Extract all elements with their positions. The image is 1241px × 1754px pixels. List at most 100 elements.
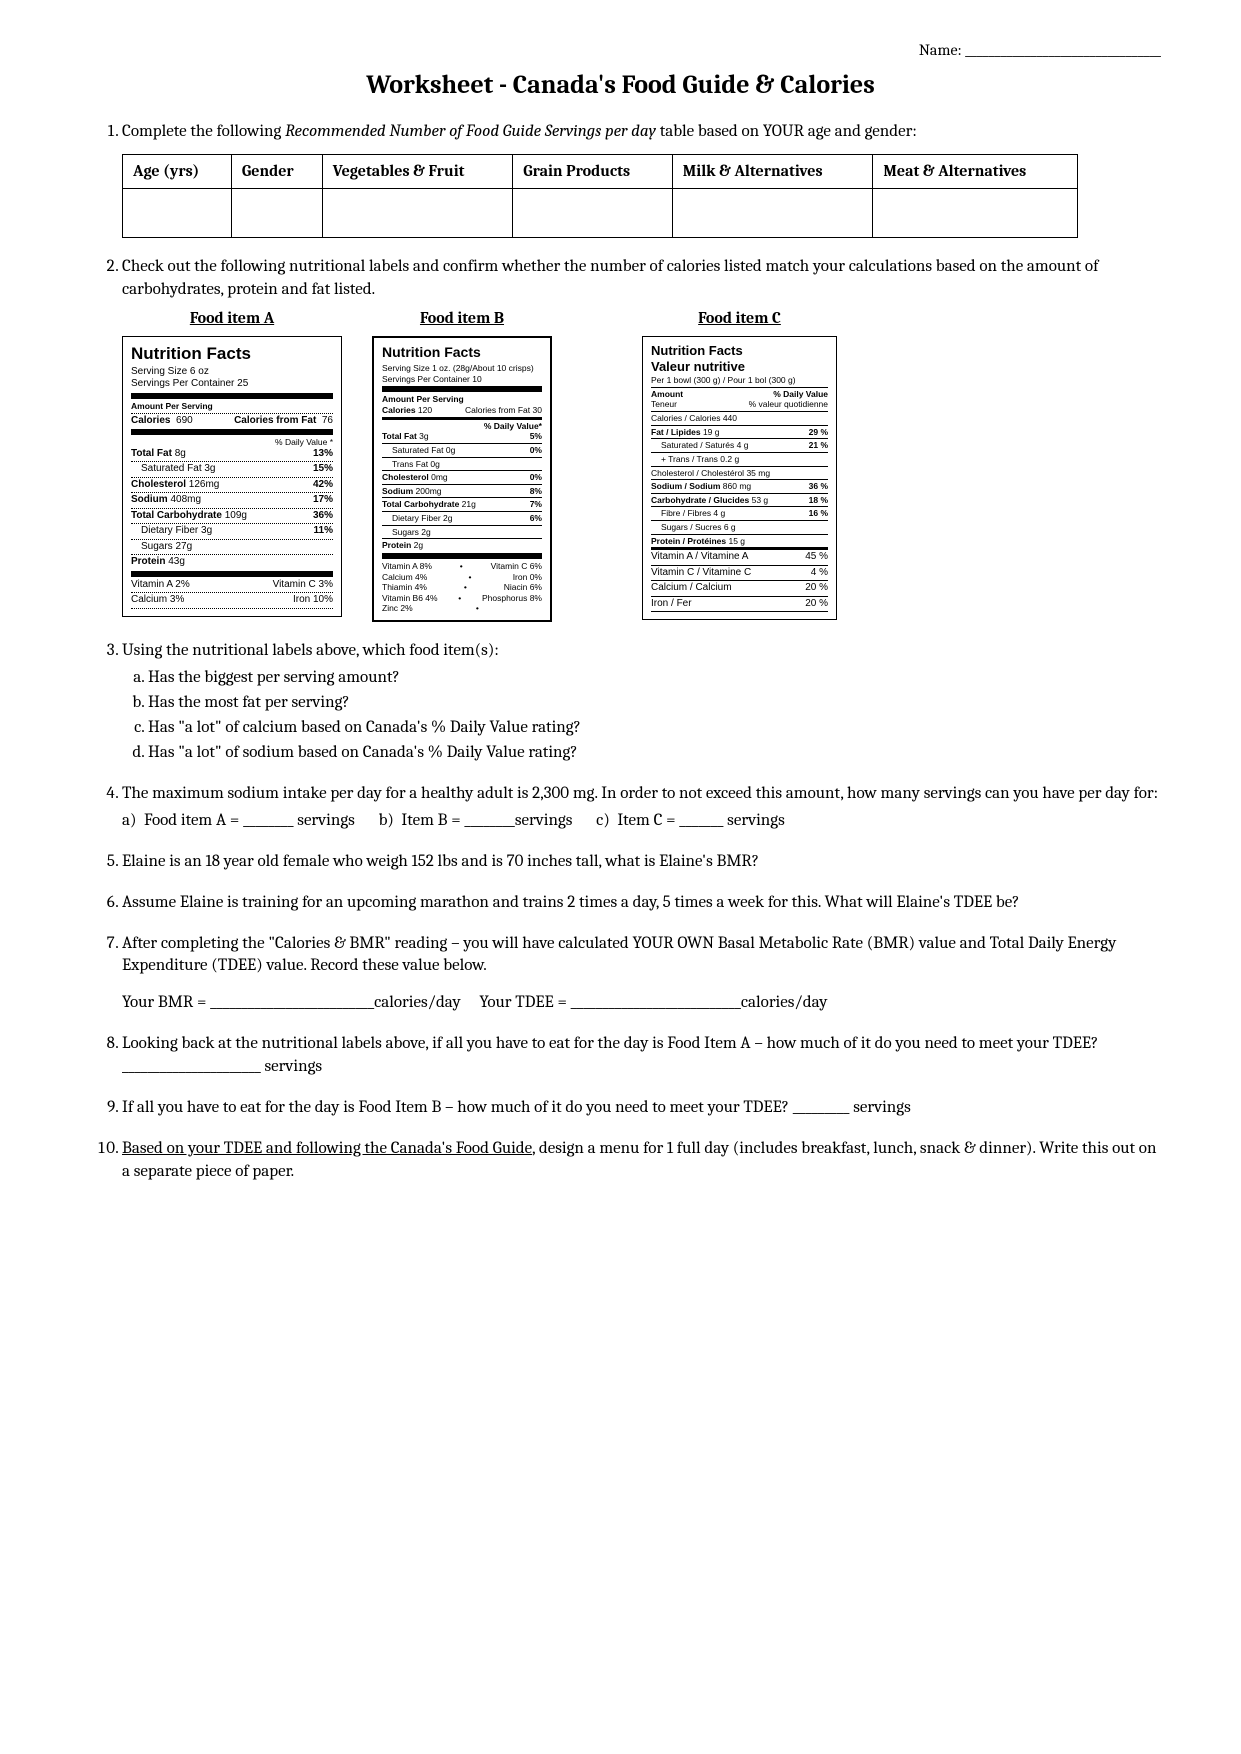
nutrient-row: Trans Fat 0g bbox=[382, 459, 542, 470]
nutrient-row: Dietary Fiber 2g6% bbox=[382, 513, 542, 524]
question-9: If all you have to eat for the day is Fo… bbox=[122, 1097, 1161, 1120]
nf-container: Servings Per Container 10 bbox=[382, 374, 542, 385]
worksheet-title: Worksheet - Canada's Food Guide & Calori… bbox=[80, 68, 1161, 103]
nf-teneur-l: Teneur bbox=[651, 399, 677, 410]
nutrient-row: Carbohydrate / Glucides 53 g18 % bbox=[651, 495, 828, 506]
th-meat: Meat & Alternatives bbox=[873, 154, 1078, 189]
vitamin-row: Vitamin A 2%Vitamin C 3% bbox=[131, 579, 333, 592]
nf-amount-l: Amount bbox=[651, 389, 683, 400]
nutrient-row: Sodium / Sodium 860 mg36 % bbox=[651, 481, 828, 492]
question-6: Assume Elaine is training for an upcomin… bbox=[122, 892, 1161, 915]
nf-dv-header: % Daily Value* bbox=[484, 421, 542, 432]
q4-text: The maximum sodium intake per day for a … bbox=[122, 784, 1158, 803]
nf-teneur-r: % valeur quotidienne bbox=[749, 399, 828, 410]
nf-cal-v: 690 bbox=[176, 415, 193, 426]
nutrient-row: Cholesterol 0mg0% bbox=[382, 472, 542, 483]
q3b: Has the most fat per serving? bbox=[148, 692, 1161, 715]
nutrient-row: Total Fat 8g13% bbox=[131, 448, 333, 461]
nutrient-row: Cholesterol 126mg42% bbox=[131, 479, 333, 492]
nutrition-label-b: Nutrition Facts Serving Size 1 oz. (28g/… bbox=[372, 336, 552, 622]
nutrient-row: Protein 43g bbox=[131, 556, 333, 569]
vitamin-row: Vitamin B6 4%•Phosphorus 8% bbox=[382, 593, 542, 604]
nf-serving: Per 1 bowl (300 g) / Pour 1 bol (300 g) bbox=[651, 375, 828, 386]
nutrient-row: Saturated / Saturés 4 g21 % bbox=[651, 440, 828, 451]
q1-text-a: Complete the following bbox=[122, 122, 285, 141]
q3c: Has "a lot" of calcium based on Canada's… bbox=[148, 717, 1161, 740]
nf-amount-r: % Daily Value bbox=[773, 389, 828, 400]
vitamin-row: Vitamin A / Vitamine A45 % bbox=[651, 551, 828, 564]
vitamin-row: Calcium 3%Iron 10% bbox=[131, 594, 333, 607]
nutrient-row: Protein / Protéines 15 g bbox=[651, 536, 828, 547]
th-milk: Milk & Alternatives bbox=[672, 154, 873, 189]
th-grain: Grain Products bbox=[513, 154, 673, 189]
vitamin-row: Thiamin 4%•Niacin 6% bbox=[382, 582, 542, 593]
q7-bmr: Your BMR = __________________________cal… bbox=[122, 993, 461, 1012]
vitamin-row: Iron / Fer20 % bbox=[651, 598, 828, 611]
th-veg: Vegetables & Fruit bbox=[322, 154, 513, 189]
q10-underline: Based on your TDEE and following the Can… bbox=[122, 1139, 532, 1158]
nf-title: Nutrition Facts bbox=[382, 344, 542, 362]
vitamin-row: Calcium / Calcium20 % bbox=[651, 582, 828, 595]
q4b: Item B = ________servings bbox=[401, 811, 572, 830]
q3-text: Using the nutritional labels above, whic… bbox=[122, 641, 499, 660]
q3a: Has the biggest per serving amount? bbox=[148, 667, 1161, 690]
question-3: Using the nutritional labels above, whic… bbox=[122, 640, 1161, 765]
question-5: Elaine is an 18 year old female who weig… bbox=[122, 851, 1161, 874]
nf-title2: Valeur nutritive bbox=[651, 359, 828, 375]
vitamin-row: Vitamin C / Vitamine C4 % bbox=[651, 567, 828, 580]
nf-dv-header: % Daily Value * bbox=[275, 437, 333, 448]
nf-cff-v: 30 bbox=[533, 405, 542, 415]
nutrient-row: Fibre / Fibres 4 g16 % bbox=[651, 508, 828, 519]
servings-table: Age (yrs) Gender Vegetables & Fruit Grai… bbox=[122, 154, 1078, 239]
nf-container: Servings Per Container 25 bbox=[131, 378, 333, 391]
question-4: The maximum sodium intake per day for a … bbox=[122, 783, 1161, 833]
nutrient-row: Saturated Fat 3g15% bbox=[131, 463, 333, 476]
q3d: Has "a lot" of sodium based on Canada's … bbox=[148, 742, 1161, 765]
nutrient-row: Sodium 200mg8% bbox=[382, 486, 542, 497]
q4a: Food item A = ________ servings bbox=[144, 811, 355, 830]
question-2: Check out the following nutritional labe… bbox=[122, 256, 1161, 622]
nf-title: Nutrition Facts bbox=[131, 343, 333, 364]
nutrient-row: Total Carbohydrate 109g36% bbox=[131, 510, 333, 523]
food-c-heading: Food item C bbox=[642, 308, 837, 330]
nutrient-row: Total Carbohydrate 21g7% bbox=[382, 499, 542, 510]
q4c: Item C = _______ servings bbox=[617, 811, 784, 830]
th-age: Age (yrs) bbox=[123, 154, 232, 189]
q2-text: Check out the following nutritional labe… bbox=[122, 257, 1098, 299]
nf-title1: Nutrition Facts bbox=[651, 343, 828, 359]
nutrient-row: Total Fat 3g5% bbox=[382, 431, 542, 442]
nf-serving: Serving Size 6 oz bbox=[131, 366, 333, 379]
nf-amount-per: Amount Per Serving bbox=[131, 401, 333, 412]
nf-cff-l: Calories from Fat bbox=[465, 405, 530, 415]
nutrient-row: Saturated Fat 0g0% bbox=[382, 445, 542, 456]
nf-cal-l: Calories bbox=[131, 415, 170, 426]
vitamin-row: Zinc 2%• bbox=[382, 603, 542, 614]
food-a-heading: Food item A bbox=[122, 308, 342, 330]
table-row bbox=[123, 189, 1078, 238]
question-10: Based on your TDEE and following the Can… bbox=[122, 1138, 1161, 1184]
nf-cal-l: Calories bbox=[382, 405, 416, 415]
nf-serving: Serving Size 1 oz. (28g/About 10 crisps) bbox=[382, 363, 542, 374]
nutrient-row: Calories / Calories 440 bbox=[651, 413, 828, 424]
nutrient-row: Fat / Lipides 19 g29 % bbox=[651, 427, 828, 438]
nutrient-row: Cholesterol / Cholestérol 35 mg bbox=[651, 468, 828, 479]
nf-cff-l: Calories from Fat bbox=[234, 415, 316, 426]
nutrient-row: Sodium 408mg17% bbox=[131, 494, 333, 507]
nf-amount-per: Amount Per Serving bbox=[382, 394, 542, 405]
vitamin-row: Calcium 4%•Iron 0% bbox=[382, 572, 542, 583]
q7-tdee: Your TDEE = ___________________________c… bbox=[479, 993, 827, 1012]
q1-text-em: Recommended Number of Food Guide Serving… bbox=[285, 122, 656, 141]
question-8: Looking back at the nutritional labels a… bbox=[122, 1033, 1161, 1079]
q7-text: After completing the "Calories & BMR" re… bbox=[122, 934, 1116, 976]
question-1: Complete the following Recommended Numbe… bbox=[122, 121, 1161, 239]
nutrient-row: + Trans / Trans 0.2 g bbox=[651, 454, 828, 465]
nutrient-row: Sugars 27g bbox=[131, 541, 333, 554]
nutrient-row: Dietary Fiber 3g11% bbox=[131, 525, 333, 538]
nutrient-row: Sugars 2g bbox=[382, 527, 542, 538]
food-b-heading: Food item B bbox=[372, 308, 552, 330]
nf-cal-v: 120 bbox=[418, 405, 432, 415]
nutrient-row: Protein 2g bbox=[382, 540, 542, 551]
vitamin-row: Vitamin A 8%•Vitamin C 6% bbox=[382, 561, 542, 572]
nutrition-label-c: Nutrition Facts Valeur nutritive Per 1 b… bbox=[642, 336, 837, 621]
q1-text-b: table based on YOUR age and gender: bbox=[656, 122, 917, 141]
